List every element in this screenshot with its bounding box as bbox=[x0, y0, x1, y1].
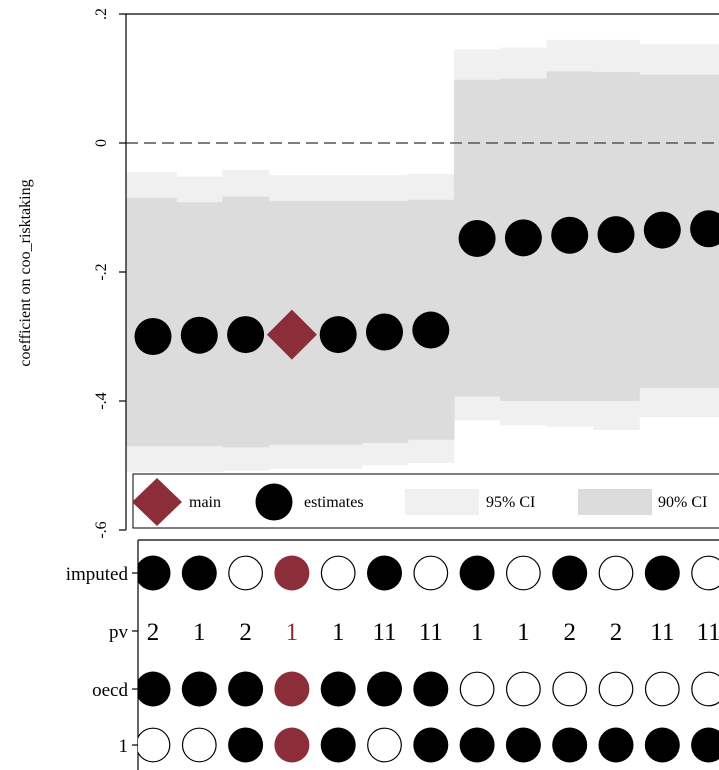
legend-ci90-swatch bbox=[578, 489, 652, 515]
indicator-marker-filled bbox=[181, 671, 217, 707]
main-estimate-marker bbox=[266, 309, 317, 360]
indicator-marker-filled bbox=[413, 727, 449, 763]
pv-value: 2 bbox=[147, 619, 160, 646]
indicator-marker-main bbox=[274, 671, 310, 707]
indicator-marker-empty bbox=[598, 671, 634, 707]
indicator-marker-filled bbox=[367, 671, 402, 707]
y-tick-label: -.4 bbox=[93, 392, 110, 409]
pv-value: 2 bbox=[610, 619, 623, 646]
estimate-marker bbox=[227, 316, 265, 354]
indicator-marker-filled bbox=[138, 671, 171, 707]
estimate-markers bbox=[134, 210, 719, 360]
estimate-marker bbox=[504, 219, 542, 257]
pv-value: 11 bbox=[650, 619, 674, 646]
indicator-row-label: 1 bbox=[119, 736, 129, 757]
y-tick-label: .2 bbox=[93, 8, 110, 20]
pv-value: 11 bbox=[419, 619, 443, 646]
pv-value: 1 bbox=[517, 619, 530, 646]
pv-value: 2 bbox=[563, 619, 576, 646]
y-tick-label: -.6 bbox=[93, 521, 110, 538]
estimate-marker bbox=[690, 210, 719, 248]
estimate-marker bbox=[319, 316, 357, 354]
indicator-row-label: imputed bbox=[66, 564, 129, 585]
y-tick-label: 0 bbox=[93, 139, 110, 147]
pv-value: 1 bbox=[286, 619, 299, 646]
indicator-marker-empty bbox=[691, 555, 719, 591]
indicator-marker-empty bbox=[367, 727, 402, 763]
legend: main estimates 95% CI 90% CI bbox=[132, 473, 719, 529]
pv-value: 11 bbox=[697, 619, 719, 646]
indicator-row-labels: imputed pv oecd 1 bbox=[66, 564, 138, 757]
indicator-marker-empty bbox=[181, 727, 217, 763]
ci90-bands bbox=[126, 71, 719, 448]
indicator-marker-empty bbox=[506, 555, 541, 591]
indicator-marker-empty bbox=[644, 671, 680, 707]
pv-value: 1 bbox=[471, 619, 484, 646]
indicator-marker-filled bbox=[691, 727, 719, 763]
indicator-marker-filled bbox=[598, 727, 634, 763]
indicator-marker-filled bbox=[413, 671, 449, 707]
indicator-marker-filled bbox=[644, 727, 680, 763]
estimate-marker bbox=[458, 219, 496, 257]
y-axis-title: coefficient on coo_risktaking bbox=[17, 179, 34, 366]
estimate-marker bbox=[551, 216, 589, 254]
pv-value: 2 bbox=[239, 619, 252, 646]
estimate-marker bbox=[366, 313, 403, 351]
legend-main-marker bbox=[132, 478, 182, 526]
indicator-marker-filled bbox=[367, 555, 402, 591]
indicator-marker-empty bbox=[228, 555, 264, 591]
y-axis-ticks: .2 0 -.2 -.4 -.6 bbox=[93, 8, 126, 539]
indicator-marker-empty bbox=[413, 555, 449, 591]
indicator-marker-filled bbox=[552, 555, 588, 591]
legend-estimates-label: estimates bbox=[304, 494, 364, 511]
indicator-marker-empty bbox=[506, 671, 541, 707]
indicator-marker-filled bbox=[644, 555, 680, 591]
indicator-marker-filled bbox=[138, 555, 171, 591]
indicator-marker-main bbox=[274, 727, 310, 763]
indicator-marker-filled bbox=[181, 555, 217, 591]
indicator-marker-filled bbox=[228, 671, 264, 707]
pv-value: 1 bbox=[193, 619, 206, 646]
estimate-marker bbox=[597, 216, 635, 254]
indicator-marker-filled bbox=[320, 671, 356, 707]
indicator-marker-filled bbox=[459, 555, 495, 591]
legend-ci95-label: 95% CI bbox=[486, 494, 535, 511]
indicator-marker-filled bbox=[228, 727, 264, 763]
indicator-marker-filled bbox=[505, 727, 541, 763]
indicator-marker-empty bbox=[552, 671, 588, 707]
indicator-marker-empty bbox=[138, 727, 171, 763]
indicator-marker-filled bbox=[552, 727, 588, 763]
y-tick-label: -.2 bbox=[93, 263, 110, 280]
indicator-row-label: oecd bbox=[92, 680, 128, 701]
legend-ci95-swatch bbox=[405, 489, 479, 515]
indicator-marker-empty bbox=[691, 671, 719, 707]
indicator-marker-empty bbox=[598, 555, 634, 591]
pv-value: 1 bbox=[332, 619, 345, 646]
indicator-marker-filled bbox=[459, 727, 495, 763]
legend-main-label: main bbox=[189, 494, 221, 511]
indicator-row-label: pv bbox=[109, 622, 129, 643]
estimate-marker bbox=[412, 311, 450, 349]
indicator-marker-empty bbox=[320, 555, 356, 591]
indicator-marker-empty bbox=[459, 671, 495, 707]
plot-area bbox=[126, 39, 719, 472]
indicator-marker-main bbox=[274, 555, 310, 591]
estimate-marker bbox=[643, 211, 681, 249]
indicator-markers: 2 1 2 1 1 11 11 1 1 2 2 11 11 bbox=[138, 555, 719, 763]
estimate-marker bbox=[180, 316, 218, 354]
estimate-marker bbox=[134, 318, 172, 355]
indicator-marker-filled bbox=[320, 727, 356, 763]
pv-value: 11 bbox=[372, 619, 396, 646]
legend-estimates-marker bbox=[255, 483, 293, 521]
legend-ci90-label: 90% CI bbox=[658, 494, 707, 511]
